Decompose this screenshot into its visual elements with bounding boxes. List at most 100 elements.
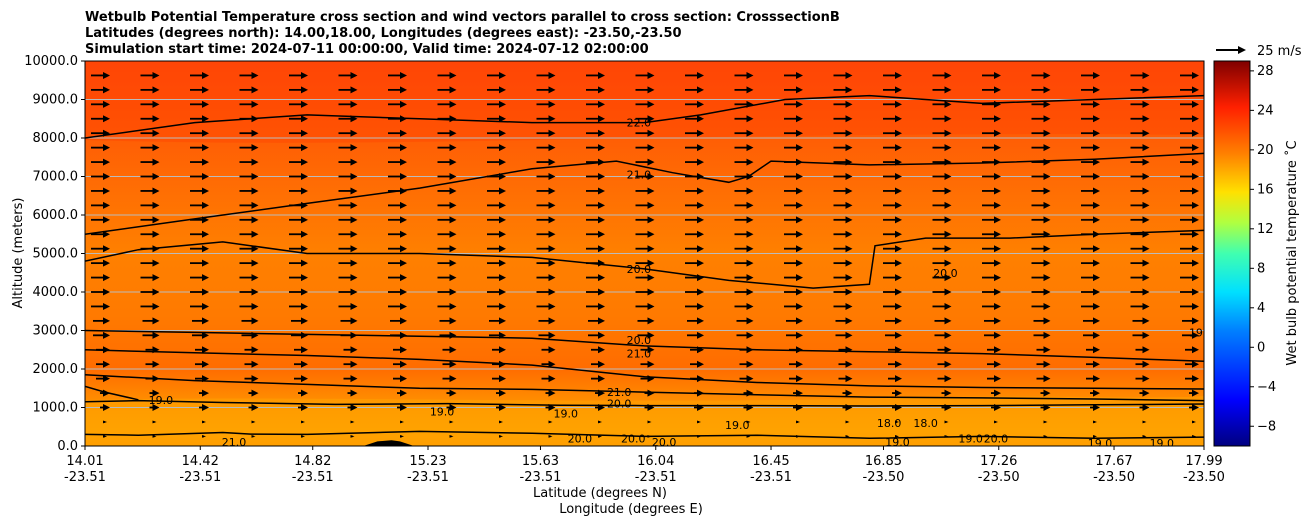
wind-arrow-head (449, 302, 457, 310)
wind-arrow-head (1093, 331, 1100, 339)
wind-arrow-head (598, 360, 605, 368)
wind-arrow-head (400, 302, 407, 310)
wind-arrow (687, 317, 704, 325)
wind-arrow-head (103, 420, 107, 424)
x-tick-label-longitude: -23.51 (635, 470, 677, 485)
wind-arrow-head (1142, 360, 1150, 368)
wind-arrow-head (697, 245, 704, 253)
wind-arrow-head (1093, 144, 1100, 152)
wind-arrow (932, 71, 952, 79)
wind-arrow (343, 360, 358, 368)
wind-arrow (796, 420, 800, 424)
wind-arrow-head (103, 404, 110, 411)
wind-arrow (190, 86, 209, 94)
wind-arrow (784, 274, 803, 282)
wind-arrow (644, 389, 655, 397)
wind-arrow (487, 302, 506, 310)
wind-arrow-head (400, 375, 407, 383)
wind-arrow (1130, 245, 1150, 253)
wind-arrow (536, 259, 556, 267)
wind-arrow (982, 187, 1001, 195)
wind-arrow (885, 317, 902, 325)
wind-arrow-head (895, 173, 902, 180)
wind-arrow (239, 245, 259, 253)
wind-arrow (1180, 71, 1199, 79)
x-axis: 14.01-23.5114.42-23.5114.82-23.5115.23-2… (64, 446, 1225, 485)
wind-arrow-head (251, 259, 259, 267)
wind-arrow-head (1142, 187, 1150, 195)
wind-arrow-head (994, 302, 1001, 310)
wind-arrow-head (944, 129, 952, 137)
wind-arrow-head (1043, 86, 1051, 94)
colorbar-tick-label: 12 (1257, 222, 1274, 237)
wind-arrow-head (647, 245, 655, 253)
wind-arrow-head (548, 331, 556, 339)
wind-arrow-head (1142, 302, 1150, 310)
wind-arrow-head (301, 434, 305, 438)
wind-arrow (784, 245, 803, 253)
x-tick-label-longitude: -23.50 (1093, 470, 1135, 485)
wind-arrow (393, 375, 407, 383)
wind-arrow-head (845, 144, 853, 152)
colorbar-tick-label: 24 (1257, 103, 1274, 118)
wind-arrow (1180, 144, 1199, 152)
wind-arrow (338, 144, 358, 152)
wind-arrow-head (548, 71, 556, 79)
wind-arrow (635, 288, 655, 296)
wind-arrow (895, 434, 899, 438)
wind-arrow-head (746, 288, 754, 296)
wind-arrow-head (746, 187, 754, 195)
wind-arrow (734, 86, 754, 94)
wind-arrow-head (697, 331, 704, 339)
wind-arrow (685, 115, 704, 123)
wind-arrow-head (746, 331, 754, 339)
wind-arrow-head (202, 158, 209, 166)
wind-arrow (298, 389, 308, 397)
wind-arrow (1036, 375, 1051, 383)
wind-arrow (984, 317, 1001, 325)
wind-arrow-head (746, 360, 754, 368)
wind-arrow-head (202, 86, 209, 94)
wind-arrow (833, 115, 853, 123)
wind-arrow (241, 317, 259, 325)
wind-arrow (734, 187, 754, 195)
wind-arrow (784, 288, 803, 296)
wind-arrow-head (895, 216, 902, 224)
wind-arrow (932, 173, 952, 180)
wind-arrow-head (1142, 404, 1150, 411)
wind-arrow-head (301, 302, 308, 310)
wind-arrow (140, 201, 160, 209)
wind-arrow (586, 245, 605, 253)
wind-arrow (536, 129, 556, 137)
wind-arrow (833, 230, 853, 238)
wind-arrow (338, 71, 358, 79)
contour-label: 20.0 (627, 263, 652, 276)
wind-arrow-head (796, 187, 803, 195)
wind-arrow-head (1093, 420, 1097, 424)
wind-arrow-head (994, 173, 1001, 180)
wind-arrow-head (548, 115, 556, 123)
wind-arrow (895, 420, 899, 424)
wind-arrow (932, 201, 952, 209)
x-tick-label-latitude: 14.01 (66, 454, 103, 469)
wind-arrow (343, 375, 358, 383)
wind-arrow-head (251, 100, 259, 108)
wind-arrow (192, 317, 209, 325)
x-tick-label-longitude: -23.51 (520, 470, 562, 485)
wind-arrow-head (548, 86, 556, 94)
y-tick-label: 6000.0 (33, 208, 79, 223)
wind-arrow-head (895, 375, 902, 383)
wind-arrow-head (1142, 288, 1150, 296)
wind-arrow-head (449, 259, 457, 267)
wind-arrow (1180, 129, 1199, 137)
wind-arrow (437, 230, 457, 238)
wind-arrow (1093, 420, 1097, 424)
wind-arrow (1031, 245, 1051, 253)
wind-arrow-head (1043, 201, 1051, 209)
wind-arrow-head (1043, 173, 1051, 180)
wind-arrow (784, 115, 803, 123)
wind-arrow (1189, 389, 1199, 397)
wind-arrow (91, 201, 110, 209)
wind-arrow-head (499, 288, 506, 296)
wind-arrow-head (1192, 230, 1199, 238)
